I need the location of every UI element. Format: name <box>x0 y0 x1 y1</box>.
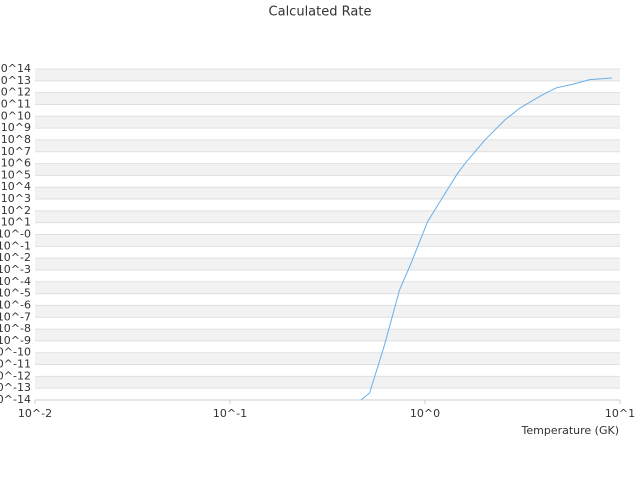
y-tick-label: 10^7 <box>1 145 31 158</box>
y-tick-label: 10^-3 <box>0 263 31 276</box>
y-tick-label: 10^13 <box>0 74 31 87</box>
y-tick-label: 10^-1 <box>0 239 31 252</box>
y-tick-label: 10^-10 <box>0 346 31 359</box>
x-axis-label: Temperature (GK) <box>521 424 620 437</box>
y-tick-label: 10^1 <box>1 216 31 229</box>
grid-band <box>35 305 620 318</box>
y-tick-label: 10^-5 <box>0 287 31 300</box>
grid-band <box>35 210 620 223</box>
grid-band <box>35 329 620 341</box>
y-tick-label: 10^4 <box>1 180 31 193</box>
y-tick-label: 10^2 <box>1 204 31 217</box>
grid-band <box>35 163 620 176</box>
y-tick-label: 10^-4 <box>0 275 31 288</box>
grid-band <box>35 92 620 105</box>
y-tick-label: 10^-2 <box>0 251 31 264</box>
grid-band <box>35 139 620 152</box>
x-tick-label: 10^-1 <box>213 407 247 420</box>
x-tick-label: 10^1 <box>605 407 635 420</box>
y-tick-label: 10^3 <box>1 192 31 205</box>
x-tick-label: 10^-2 <box>18 407 52 420</box>
y-tick-label: 10^-9 <box>0 334 31 347</box>
y-tick-label: 10^8 <box>1 133 31 146</box>
grid-band <box>35 116 620 129</box>
y-tick-label: 10^10 <box>0 109 31 122</box>
grid-band <box>35 258 620 270</box>
y-tick-label: 10^-7 <box>0 310 31 323</box>
y-tick-label: 10^-11 <box>0 358 31 371</box>
grid-band <box>35 187 620 200</box>
chart-title: Calculated Rate <box>269 5 372 20</box>
grid-band <box>35 376 620 389</box>
y-tick-label: 10^11 <box>0 97 31 110</box>
y-tick-label: 10^-14 <box>0 393 31 406</box>
y-tick-label: 10^-13 <box>0 381 31 394</box>
data-line <box>360 77 613 401</box>
y-tick-label: 10^-12 <box>0 369 31 382</box>
y-tick-label: 10^5 <box>1 168 31 181</box>
y-tick-label: 10^-0 <box>0 228 31 241</box>
y-tick-label: 10^14 <box>0 62 31 75</box>
grid-band <box>35 281 620 294</box>
grid-band <box>35 234 620 247</box>
y-tick-label: 10^-6 <box>0 298 31 311</box>
y-tick-label: 10^-8 <box>0 322 31 335</box>
grid-band <box>35 352 620 365</box>
y-tick-label: 10^12 <box>0 86 31 99</box>
x-tick-label: 10^0 <box>410 407 440 420</box>
y-tick-label: 10^9 <box>1 121 31 134</box>
y-tick-label: 10^6 <box>1 157 31 170</box>
grid-band <box>35 69 620 81</box>
